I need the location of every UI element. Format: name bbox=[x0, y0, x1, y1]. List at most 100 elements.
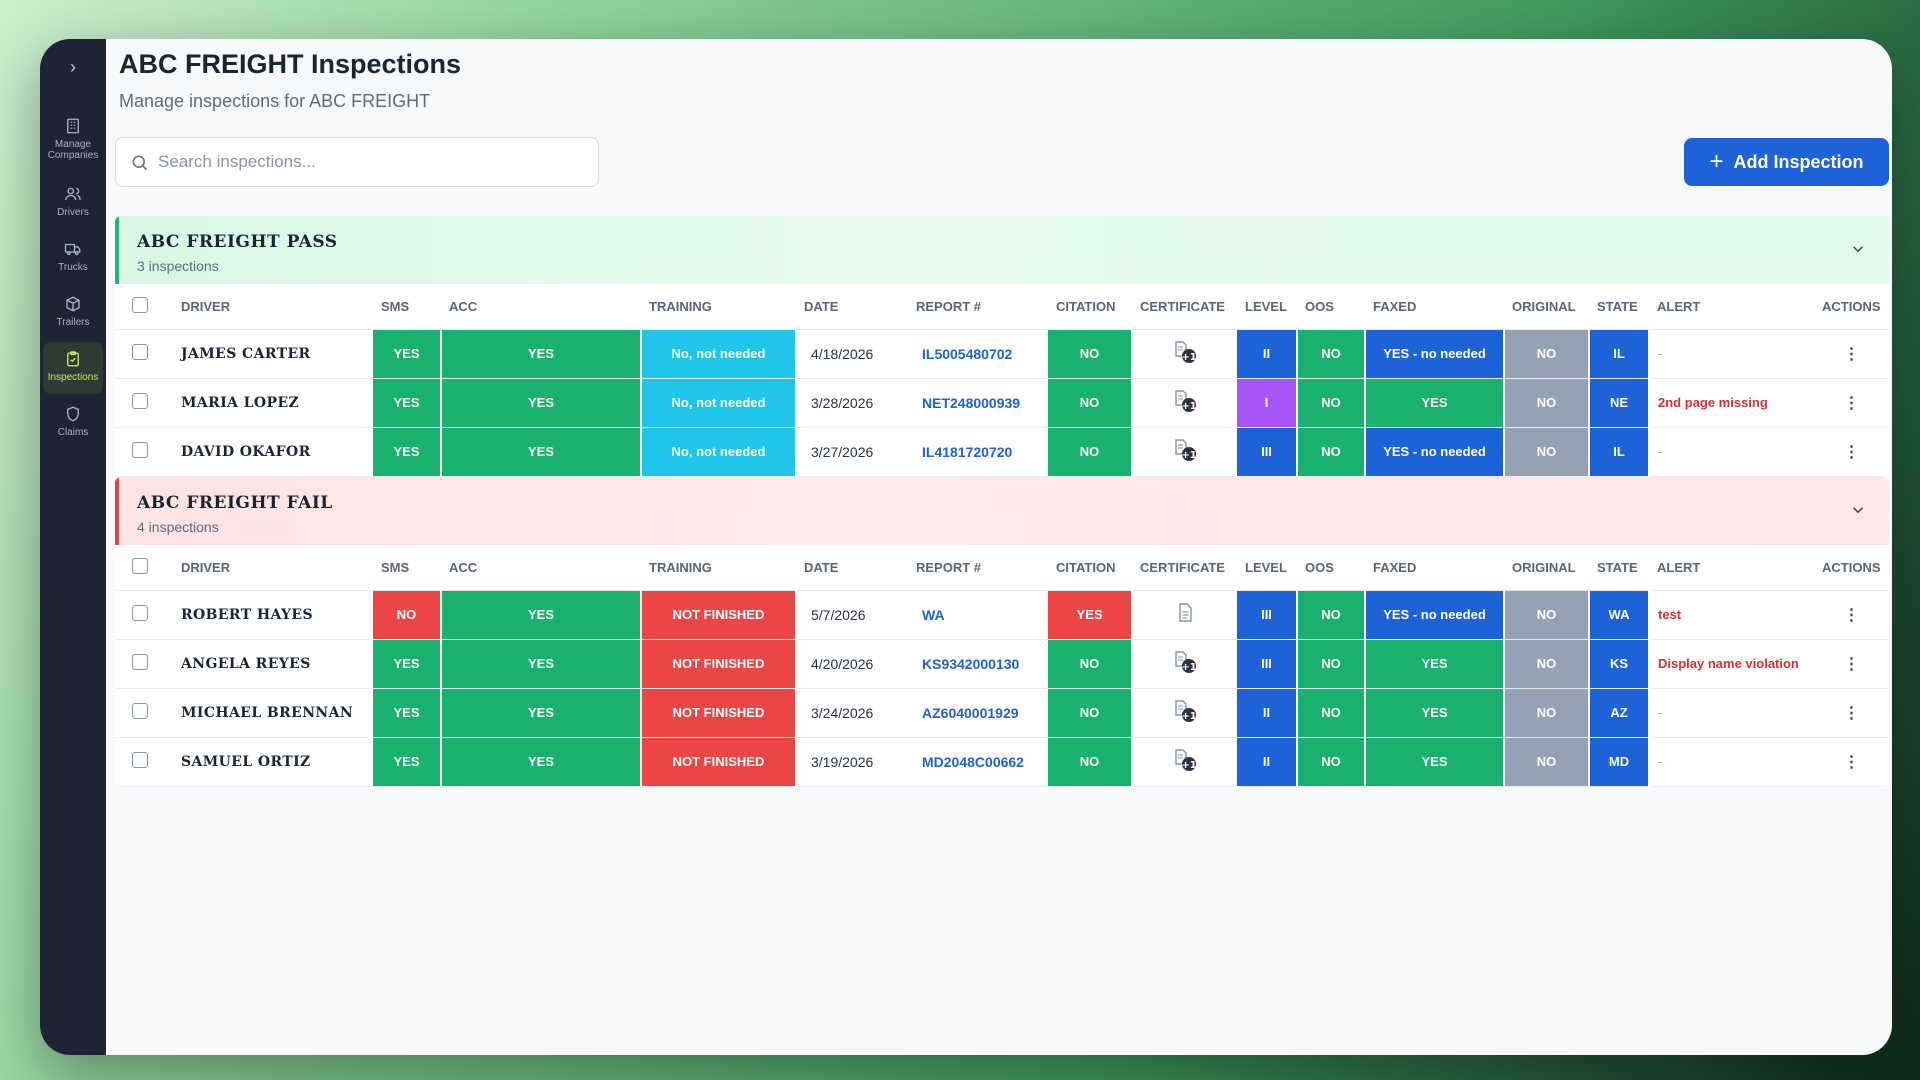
column-header[interactable]: ALERT bbox=[1649, 284, 1814, 330]
sidebar: › Manage Companies Drivers Trucks Traile… bbox=[40, 39, 106, 1055]
more-actions-icon[interactable]: ⋮ bbox=[1814, 737, 1889, 787]
column-header[interactable]: ORIGINAL bbox=[1504, 545, 1589, 591]
driver-name[interactable]: SAMUEL ORTIZ bbox=[173, 737, 373, 787]
column-header[interactable]: DATE bbox=[796, 284, 908, 330]
more-actions-icon[interactable]: ⋮ bbox=[1814, 427, 1889, 477]
report-link[interactable]: IL5005480702 bbox=[908, 329, 1048, 379]
row-checkbox[interactable] bbox=[132, 393, 148, 409]
column-header[interactable]: ACC bbox=[441, 545, 641, 591]
certificate-cell[interactable]: +1 bbox=[1132, 639, 1237, 689]
inspection-date: 3/28/2026 bbox=[796, 378, 908, 428]
column-header[interactable]: STATE bbox=[1589, 545, 1649, 591]
column-header[interactable]: REPORT # bbox=[908, 284, 1048, 330]
training-status: NOT FINISHED bbox=[641, 737, 797, 787]
table-row[interactable]: MICHAEL BRENNAN YES YES NOT FINISHED 3/24/20… bbox=[115, 688, 1889, 738]
chevron-down-icon[interactable] bbox=[1849, 501, 1867, 519]
certificate-cell[interactable]: +1 bbox=[1132, 688, 1237, 738]
svg-text:+1: +1 bbox=[1181, 760, 1196, 771]
certificate-cell[interactable]: +1 bbox=[1132, 737, 1237, 787]
certificate-cell[interactable]: +1 bbox=[1132, 329, 1237, 379]
certificate-cell[interactable]: +1 bbox=[1132, 378, 1237, 428]
certificate-cell[interactable]: +1 bbox=[1132, 427, 1237, 477]
group-header[interactable]: ABC FREIGHT PASS 3 inspections bbox=[115, 216, 1889, 284]
row-checkbox[interactable] bbox=[132, 442, 148, 458]
column-header[interactable]: ALERT bbox=[1649, 545, 1814, 591]
add-inspection-button[interactable]: + Add Inspection bbox=[1684, 138, 1889, 186]
column-header[interactable]: OOS bbox=[1297, 284, 1365, 330]
select-all-cell bbox=[115, 284, 173, 330]
group-header[interactable]: ABC FREIGHT FAIL 4 inspections bbox=[115, 477, 1889, 545]
certificate-cell[interactable] bbox=[1132, 590, 1237, 640]
row-select-cell bbox=[115, 329, 173, 379]
column-header[interactable]: OOS bbox=[1297, 545, 1365, 591]
column-header[interactable]: SMS bbox=[373, 284, 441, 330]
inspection-date: 3/24/2026 bbox=[796, 688, 908, 738]
sidebar-item-trailers[interactable]: Trailers bbox=[43, 287, 103, 339]
driver-name[interactable]: ANGELA REYES bbox=[173, 639, 373, 689]
more-actions-icon[interactable]: ⋮ bbox=[1814, 378, 1889, 428]
search-input[interactable] bbox=[158, 138, 588, 186]
row-checkbox[interactable] bbox=[132, 654, 148, 670]
select-all-checkbox[interactable] bbox=[132, 296, 148, 313]
driver-name[interactable]: MICHAEL BRENNAN bbox=[173, 688, 373, 738]
sidebar-item-drivers[interactable]: Drivers bbox=[43, 177, 103, 229]
column-header[interactable]: FAXED bbox=[1365, 284, 1504, 330]
report-link[interactable]: NET248000939 bbox=[908, 378, 1048, 428]
faxed-status: YES bbox=[1365, 378, 1505, 428]
column-header[interactable]: FAXED bbox=[1365, 545, 1504, 591]
column-header[interactable]: LEVEL bbox=[1237, 284, 1297, 330]
column-header[interactable]: DRIVER bbox=[173, 545, 373, 591]
driver-name[interactable]: JAMES CARTER bbox=[173, 329, 373, 379]
column-header[interactable]: REPORT # bbox=[908, 545, 1048, 591]
svg-text:+1: +1 bbox=[1181, 450, 1196, 461]
column-header[interactable]: ACTIONS bbox=[1814, 545, 1889, 591]
more-actions-icon[interactable]: ⋮ bbox=[1814, 688, 1889, 738]
report-link[interactable]: AZ6040001929 bbox=[908, 688, 1048, 738]
column-header[interactable]: CERTIFICATE bbox=[1132, 284, 1237, 330]
report-link[interactable]: MD2048C00662 bbox=[908, 737, 1048, 787]
inspection-group-pass: ABC FREIGHT PASS 3 inspections DRIVER SMS AC… bbox=[115, 216, 1889, 477]
more-actions-icon[interactable]: ⋮ bbox=[1814, 639, 1889, 689]
table-row[interactable]: ANGELA REYES YES YES NOT FINISHED 4/20/2026 K… bbox=[115, 639, 1889, 689]
column-header[interactable]: TRAINING bbox=[641, 284, 796, 330]
column-header[interactable]: LEVEL bbox=[1237, 545, 1297, 591]
sidebar-item-inspections[interactable]: Inspections bbox=[43, 342, 103, 394]
driver-name[interactable]: DAVID OKAFOR bbox=[173, 427, 373, 477]
sms-status: YES bbox=[373, 427, 442, 477]
column-header[interactable]: STATE bbox=[1589, 284, 1649, 330]
citation-status: NO bbox=[1048, 639, 1133, 689]
acc-status: YES bbox=[441, 688, 642, 738]
row-checkbox[interactable] bbox=[132, 703, 148, 719]
column-header[interactable]: ORIGINAL bbox=[1504, 284, 1589, 330]
column-header[interactable]: SMS bbox=[373, 545, 441, 591]
row-checkbox[interactable] bbox=[132, 752, 148, 768]
report-link[interactable]: WA bbox=[908, 590, 1048, 640]
chevron-down-icon[interactable] bbox=[1849, 240, 1867, 258]
column-header[interactable]: CITATION bbox=[1048, 284, 1132, 330]
report-link[interactable]: IL4181720720 bbox=[908, 427, 1048, 477]
column-header[interactable]: CERTIFICATE bbox=[1132, 545, 1237, 591]
table-row[interactable]: DAVID OKAFOR YES YES No, not needed 3/27/202… bbox=[115, 427, 1889, 477]
column-header[interactable]: ACC bbox=[441, 284, 641, 330]
sidebar-expand-icon[interactable]: › bbox=[70, 57, 76, 77]
table-row[interactable]: SAMUEL ORTIZ YES YES NOT FINISHED 3/19/2026 M… bbox=[115, 737, 1889, 787]
select-all-checkbox[interactable] bbox=[132, 557, 148, 574]
column-header[interactable]: CITATION bbox=[1048, 545, 1132, 591]
more-actions-icon[interactable]: ⋮ bbox=[1814, 590, 1889, 640]
sidebar-item-trucks[interactable]: Trucks bbox=[43, 232, 103, 284]
driver-name[interactable]: ROBERT HAYES bbox=[173, 590, 373, 640]
table-row[interactable]: JAMES CARTER YES YES No, not needed 4/18/202… bbox=[115, 329, 1889, 379]
row-checkbox[interactable] bbox=[132, 605, 148, 621]
sidebar-item-manage-companies[interactable]: Manage Companies bbox=[43, 109, 103, 161]
more-actions-icon[interactable]: ⋮ bbox=[1814, 329, 1889, 379]
table-row[interactable]: ROBERT HAYES NO YES NOT FINISHED 5/7/2026 WA Y… bbox=[115, 590, 1889, 640]
table-row[interactable]: MARIA LOPEZ YES YES No, not needed 3/28/2026… bbox=[115, 378, 1889, 428]
column-header[interactable]: ACTIONS bbox=[1814, 284, 1889, 330]
column-header[interactable]: DRIVER bbox=[173, 284, 373, 330]
column-header[interactable]: DATE bbox=[796, 545, 908, 591]
report-link[interactable]: KS9342000130 bbox=[908, 639, 1048, 689]
column-header[interactable]: TRAINING bbox=[641, 545, 796, 591]
driver-name[interactable]: MARIA LOPEZ bbox=[173, 378, 373, 428]
row-checkbox[interactable] bbox=[132, 344, 148, 360]
sidebar-item-claims[interactable]: Claims bbox=[43, 397, 103, 449]
